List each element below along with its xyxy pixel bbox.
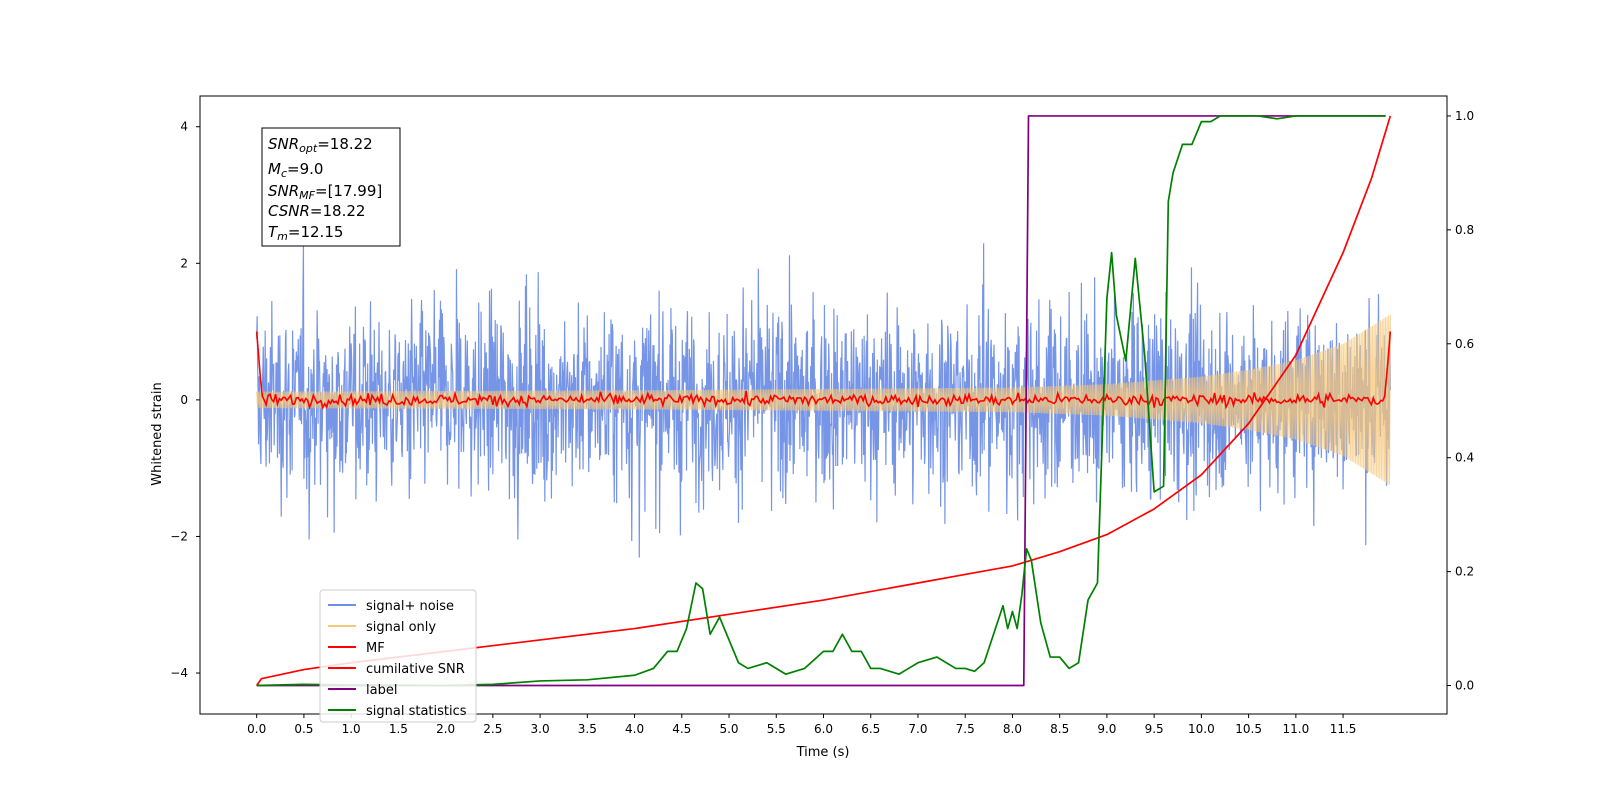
- x-axis: 0.0 0.5 1.0 1.5 2.0 2.5 3.0 3.5 4.0 4.5 5.0 5.5 6.0 6…: [247, 714, 1356, 736]
- legend-label: signal+ noise: [366, 599, 454, 614]
- x-tick-label: 2.5: [483, 722, 502, 736]
- x-tick-label: 6.5: [861, 722, 880, 736]
- x-tick-label: 3.5: [578, 722, 597, 736]
- y2-tick-label: 0.2: [1455, 565, 1474, 579]
- x-tick-label: 11.0: [1282, 722, 1309, 736]
- legend-label: signal only: [366, 620, 436, 635]
- legend-label: label: [366, 683, 397, 698]
- legend: signal+ noise signal only MF cumilative SNR…: [319, 589, 477, 723]
- x-tick-label: 7.5: [956, 722, 975, 736]
- x-tick-label: 0.0: [247, 722, 266, 736]
- annotation-mc: Mc=9.0: [268, 160, 323, 180]
- x-tick-label: 5.5: [767, 722, 786, 736]
- y-axis-left: 4 2 0 −2 −4: [170, 120, 200, 680]
- x-tick-label: 8.0: [1003, 722, 1022, 736]
- x-tick-label: 0.5: [294, 722, 313, 736]
- y-axis-label: Whitened strain: [150, 382, 165, 485]
- y-tick-label: 4: [180, 120, 188, 134]
- x-tick-label: 5.0: [719, 722, 738, 736]
- x-tick-label: 9.5: [1145, 722, 1164, 736]
- y2-tick-label: 1.0: [1455, 109, 1474, 123]
- x-tick-label: 1.0: [342, 722, 361, 736]
- x-tick-label: 6.0: [814, 722, 833, 736]
- y-tick-label: 0: [180, 393, 188, 407]
- annotation-snr-mf: SNRMF=[17.99]: [268, 182, 382, 202]
- x-tick-label: 7.0: [908, 722, 927, 736]
- legend-label: MF: [366, 641, 385, 656]
- x-tick-label: 9.0: [1097, 722, 1116, 736]
- series-signal-statistics: [256, 115, 1386, 687]
- y2-tick-label: 0.0: [1455, 679, 1474, 693]
- x-axis-label: Time (s): [796, 745, 850, 760]
- y-tick-label: −2: [170, 529, 188, 543]
- annotation-csnr: CSNR=18.22: [268, 202, 365, 220]
- x-tick-label: 1.5: [389, 722, 408, 736]
- series-signal-only: [256, 314, 1391, 485]
- y2-tick-label: 0.8: [1455, 223, 1474, 237]
- y2-tick-label: 0.6: [1455, 337, 1474, 351]
- x-tick-label: 10.5: [1235, 722, 1262, 736]
- series-mf: [255, 331, 1392, 411]
- x-tick-label: 4.5: [672, 722, 691, 736]
- annotation-box: SNRopt=18.22 Mc=9.0 SNRMF=[17.99] CSNR=1…: [261, 127, 401, 247]
- legend-label: signal statistics: [366, 704, 467, 719]
- annotation-snr-opt: SNRopt=18.22: [268, 135, 373, 155]
- legend-label: cumilative SNR: [366, 662, 465, 677]
- y-axis-right: 1.0 0.8 0.6 0.4 0.2 0.0: [1447, 109, 1474, 693]
- x-tick-label: 10.0: [1188, 722, 1215, 736]
- x-tick-label: 3.0: [531, 722, 550, 736]
- x-tick-label: 8.5: [1050, 722, 1069, 736]
- x-tick-label: 2.0: [436, 722, 455, 736]
- y-tick-label: 2: [180, 256, 188, 270]
- x-tick-label: 4.0: [625, 722, 644, 736]
- y2-tick-label: 0.4: [1455, 451, 1474, 465]
- series-label: [256, 115, 1386, 687]
- annotation-tm: Tm=12.15: [268, 223, 343, 243]
- x-tick-label: 11.5: [1330, 722, 1357, 736]
- y-tick-label: −4: [170, 666, 188, 680]
